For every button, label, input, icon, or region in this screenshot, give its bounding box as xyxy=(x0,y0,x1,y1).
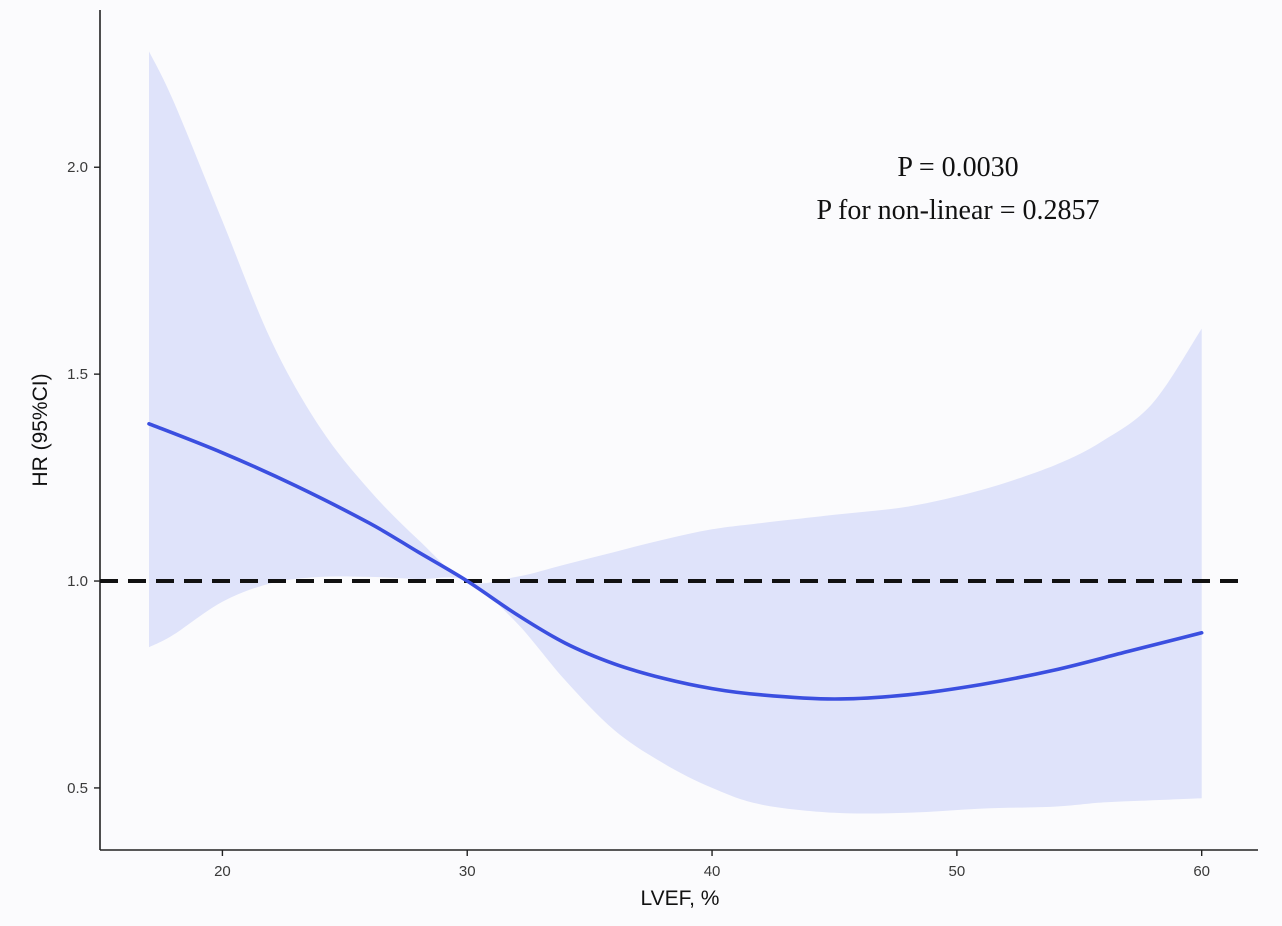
hr-line-layer xyxy=(147,422,1204,701)
confidence-band-layer xyxy=(149,51,1202,814)
confidence-band xyxy=(149,51,1202,814)
p-value-annotation: P = 0.0030 xyxy=(897,152,1018,183)
labels-layer: P = 0.0030 P for non-linear = 0.2857 LVE… xyxy=(29,152,1100,910)
p-nonlinear-annotation: P for non-linear = 0.2857 xyxy=(816,195,1099,226)
x-tick-label: 50 xyxy=(949,863,966,880)
x-axis-title: LVEF, % xyxy=(641,887,720,910)
axes-layer: 0.5 1.0 1.5 2.0 20 30 40 50 60 xyxy=(67,10,1258,880)
y-tick-label: 1.0 xyxy=(67,573,88,590)
y-tick-label: 0.5 xyxy=(67,780,88,797)
x-tick-label: 20 xyxy=(214,863,231,880)
x-tick-label: 30 xyxy=(459,863,476,880)
x-tick-label: 60 xyxy=(1193,863,1210,880)
y-tick-label: 1.5 xyxy=(67,366,88,383)
y-tick-label: 2.0 xyxy=(67,159,88,176)
y-axis-title: HR (95%CI) xyxy=(29,373,52,486)
hr-curve xyxy=(147,422,1204,701)
x-tick-label: 40 xyxy=(704,863,721,880)
